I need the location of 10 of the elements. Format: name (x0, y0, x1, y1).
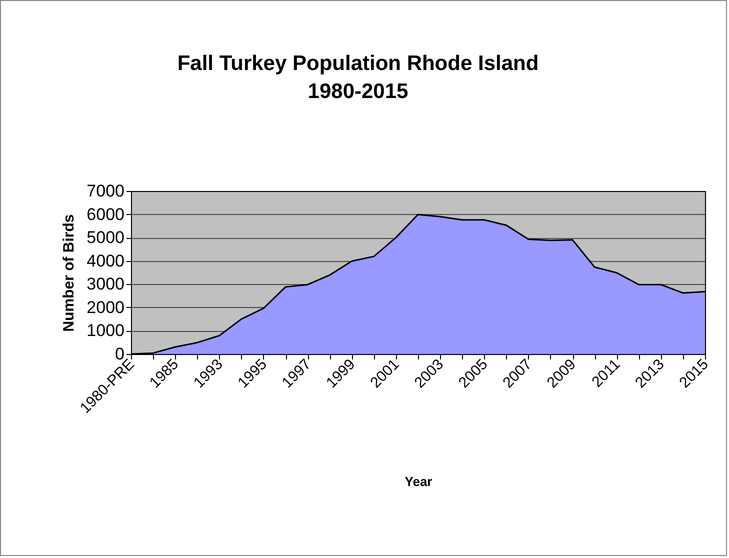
y-axis-title: Number of Birds (60, 214, 78, 332)
y-tick-label: 4000 (86, 251, 124, 270)
chart-title: Fall Turkey Population Rhode Island 1980-2015 (177, 52, 539, 103)
y-tick-label: 6000 (86, 204, 124, 224)
y-tick-label: 2000 (86, 298, 124, 317)
y-tick-label: 5000 (86, 228, 124, 248)
y-tick-label: 3000 (86, 274, 124, 294)
y-tick-label: 7000 (86, 182, 124, 200)
y-tick-label: 1000 (86, 321, 124, 340)
x-axis-title: Year (404, 474, 432, 490)
